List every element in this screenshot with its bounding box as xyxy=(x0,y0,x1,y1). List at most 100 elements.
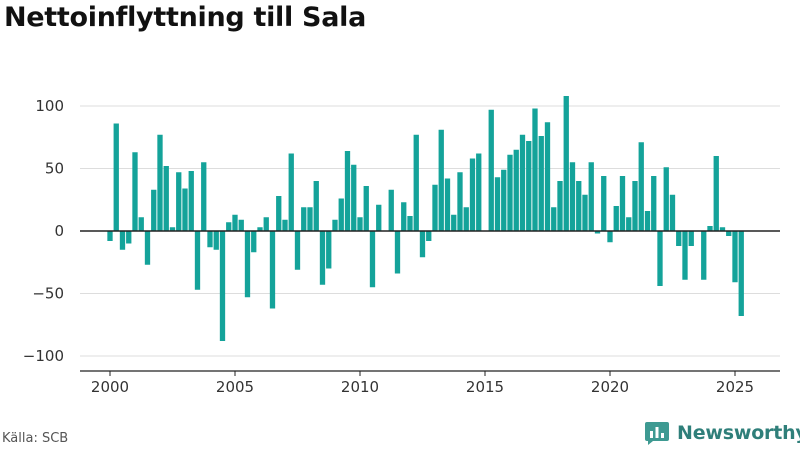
bar xyxy=(351,164,357,231)
bar xyxy=(232,214,238,231)
bar xyxy=(532,108,538,231)
bar xyxy=(207,231,213,248)
bar xyxy=(301,207,307,231)
x-tick-label: 2010 xyxy=(341,378,379,396)
bar xyxy=(588,162,594,231)
bar xyxy=(544,122,551,231)
bar xyxy=(551,207,557,231)
bar xyxy=(663,167,669,231)
bar xyxy=(157,134,163,231)
bar xyxy=(401,202,407,231)
bar xyxy=(144,231,151,265)
bar xyxy=(457,172,463,231)
bar xyxy=(507,154,513,231)
bar xyxy=(369,231,376,288)
bar xyxy=(451,214,457,231)
bar xyxy=(519,134,526,231)
bar-chart-speech-bubble-icon xyxy=(645,422,669,445)
bar xyxy=(213,231,219,250)
bar xyxy=(726,231,732,236)
bar xyxy=(151,189,157,231)
x-tick-label: 2015 xyxy=(466,378,504,396)
bar xyxy=(263,217,269,231)
y-tick-label: 50 xyxy=(45,160,64,178)
bar xyxy=(169,227,176,231)
bar xyxy=(688,231,694,246)
bar xyxy=(476,153,482,231)
bar xyxy=(538,136,544,231)
bar xyxy=(682,231,688,280)
bar xyxy=(607,231,613,243)
bar xyxy=(269,231,276,309)
bar xyxy=(132,152,138,231)
bar xyxy=(569,162,576,231)
bar xyxy=(338,198,344,231)
bar xyxy=(469,158,476,231)
bar xyxy=(226,222,232,231)
x-tick-label: 2020 xyxy=(591,378,629,396)
bar xyxy=(163,166,169,231)
bar xyxy=(394,231,401,274)
bar xyxy=(107,231,113,241)
y-axis-labels: −100 −50 0 50 100 xyxy=(23,97,64,365)
bar xyxy=(244,231,251,298)
bar xyxy=(582,194,588,231)
bar xyxy=(182,188,188,231)
newsworthy-logo[interactable]: Newsworthy xyxy=(644,420,800,446)
y-tick-label: −100 xyxy=(23,347,64,365)
bar xyxy=(494,177,501,231)
bar xyxy=(432,184,438,231)
chart-title: Nettoinflyttning till Sala xyxy=(4,2,367,33)
bar xyxy=(626,217,632,231)
source-note: Källa: SCB xyxy=(2,431,69,446)
bar xyxy=(732,231,738,283)
bar xyxy=(307,207,313,231)
bar xyxy=(676,231,682,246)
bar xyxy=(113,123,119,231)
bar xyxy=(657,231,663,286)
bar xyxy=(357,217,363,231)
bar xyxy=(501,169,507,231)
y-tick-label: 100 xyxy=(35,97,64,115)
bars xyxy=(107,96,744,341)
bar xyxy=(563,96,569,231)
bar xyxy=(194,231,201,290)
bar xyxy=(613,206,619,231)
bar xyxy=(188,171,194,231)
bar xyxy=(701,231,707,280)
y-tick-label: 0 xyxy=(54,222,64,240)
bar xyxy=(251,231,257,253)
bar xyxy=(644,211,651,231)
bar xyxy=(276,196,282,231)
bar xyxy=(219,231,226,341)
bar xyxy=(444,178,451,231)
bar xyxy=(201,162,207,231)
bar xyxy=(119,231,126,250)
bar xyxy=(419,231,426,258)
bar xyxy=(426,231,432,241)
bar xyxy=(282,219,288,231)
bar xyxy=(363,186,369,231)
x-tick-label: 2025 xyxy=(716,378,754,396)
bar xyxy=(438,129,444,231)
bar xyxy=(257,227,263,231)
bar xyxy=(526,141,532,231)
bar xyxy=(594,231,601,234)
bar xyxy=(513,149,519,231)
bar xyxy=(601,176,607,231)
bar xyxy=(294,231,301,270)
bar xyxy=(326,231,332,269)
bar xyxy=(138,217,144,231)
bar xyxy=(388,189,394,231)
bar xyxy=(463,207,469,231)
bar xyxy=(488,109,494,231)
brand-name: Newsworthy xyxy=(677,422,800,444)
bar xyxy=(651,176,657,231)
bar xyxy=(288,153,294,231)
bar xyxy=(713,156,719,231)
bar xyxy=(719,227,726,231)
gridlines xyxy=(80,105,780,357)
bar xyxy=(376,204,382,231)
bar xyxy=(126,231,132,244)
bar xyxy=(638,142,644,231)
